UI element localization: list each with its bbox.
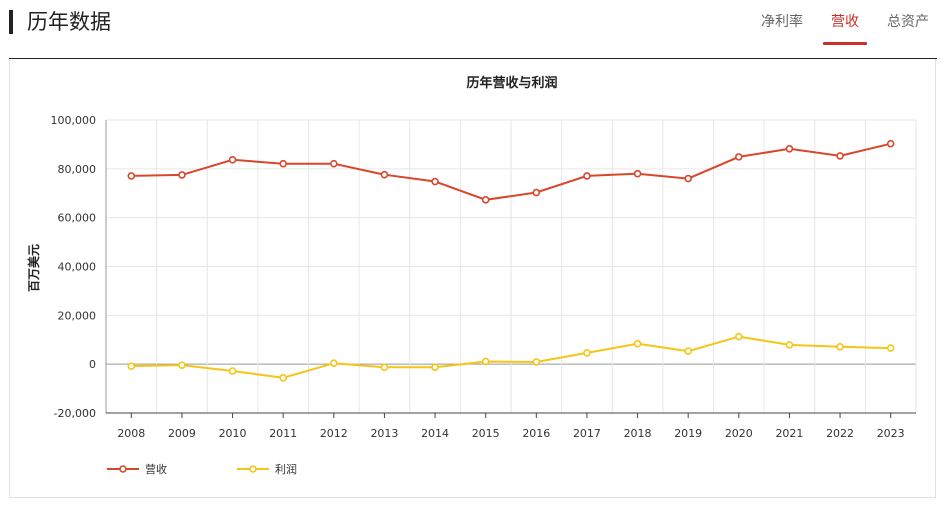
x-tick-label: 2017 (573, 427, 601, 440)
x-tick-label: 2018 (624, 427, 652, 440)
tab-revenue[interactable]: 营收 (823, 12, 867, 45)
data-point[interactable] (785, 145, 794, 153)
data-point[interactable] (886, 139, 895, 148)
data-point[interactable] (178, 171, 186, 179)
series-line (131, 335, 891, 379)
y-tick-label: 20,000 (58, 309, 97, 322)
data-point[interactable] (127, 362, 136, 370)
data-point[interactable] (380, 170, 389, 179)
legend-swatch-marker (249, 465, 257, 473)
x-tick-label: 2022 (826, 427, 854, 440)
data-point[interactable] (583, 349, 591, 357)
x-tick-label: 2012 (320, 427, 348, 440)
y-tick-label: 60,000 (58, 212, 97, 225)
header: 历年数据 净利率 营收 总资产 (0, 0, 941, 58)
chart-container: 历年营收与利润 百万美元 -20,000 0 20,000 40,000 60,000 8… (9, 59, 936, 498)
revenue-profit-chart: 历年营收与利润 百万美元 -20,000 0 20,000 40,000 60,000 8… (26, 75, 917, 476)
title-accent-bar (9, 10, 13, 34)
grid (105, 119, 917, 414)
x-tick-label: 2020 (725, 427, 753, 440)
y-axis-label: 百万美元 (26, 244, 41, 292)
tab-net-margin[interactable]: 净利率 (761, 14, 803, 30)
data-point[interactable] (532, 358, 541, 366)
data-point[interactable] (481, 196, 490, 204)
data-point[interactable] (330, 159, 338, 168)
y-tick-label: 0 (89, 358, 96, 371)
tab-bar: 净利率 营收 总资产 (737, 12, 933, 45)
data-point[interactable] (684, 347, 692, 356)
data-point[interactable] (633, 169, 642, 178)
x-tick-label: 2021 (775, 427, 803, 440)
data-point[interactable] (583, 172, 591, 180)
series-revenue (127, 139, 895, 204)
x-tick-label: 2019 (674, 427, 702, 440)
data-point[interactable] (330, 359, 338, 367)
series-line (131, 142, 891, 201)
x-tick-label: 2013 (370, 427, 398, 440)
x-tick-label: 2016 (522, 427, 550, 440)
data-point[interactable] (431, 177, 439, 186)
data-point[interactable] (836, 152, 844, 160)
data-point[interactable] (127, 172, 136, 180)
axes: -20,000 0 20,000 40,000 60,000 80,000 100,000 2… (51, 114, 916, 440)
x-tick-label: 2009 (168, 427, 196, 440)
data-point[interactable] (178, 361, 186, 369)
x-tick-label: 2014 (421, 427, 449, 440)
legend[interactable]: 营收 利润 (107, 462, 297, 476)
legend-item-revenue[interactable]: 营收 (107, 462, 167, 476)
data-point[interactable] (633, 339, 642, 348)
x-tick-label: 2023 (877, 427, 905, 440)
y-tick-label: 40,000 (58, 261, 97, 274)
header-divider (9, 58, 937, 59)
data-point[interactable] (431, 363, 439, 372)
data-point[interactable] (836, 343, 844, 351)
x-tick-label: 2010 (219, 427, 247, 440)
data-point[interactable] (380, 363, 389, 372)
y-tick-label: 80,000 (58, 163, 97, 176)
data-point[interactable] (886, 344, 895, 352)
data-point[interactable] (785, 341, 794, 349)
y-tick-label: 100,000 (51, 114, 97, 127)
legend-swatch-marker (119, 465, 127, 473)
legend-item-profit[interactable]: 利润 (237, 462, 297, 476)
data-point[interactable] (684, 174, 692, 183)
legend-label: 营收 (145, 462, 167, 476)
data-point[interactable] (228, 367, 237, 375)
data-point[interactable] (735, 332, 743, 341)
x-tick-label: 2008 (117, 427, 145, 440)
data-point[interactable] (481, 357, 490, 366)
series (127, 139, 895, 382)
data-point[interactable] (532, 188, 541, 197)
data-point[interactable] (279, 374, 287, 382)
data-point[interactable] (279, 159, 287, 168)
x-tick-label: 2015 (472, 427, 500, 440)
legend-label: 利润 (275, 462, 297, 476)
data-point[interactable] (228, 155, 237, 164)
data-point[interactable] (735, 153, 743, 161)
series-profit (127, 332, 895, 382)
chart-title: 历年营收与利润 (466, 75, 557, 91)
tab-total-assets[interactable]: 总资产 (887, 14, 929, 30)
x-tick-label: 2011 (269, 427, 297, 440)
page-title: 历年数据 (27, 10, 111, 34)
y-tick-label: -20,000 (54, 407, 96, 420)
